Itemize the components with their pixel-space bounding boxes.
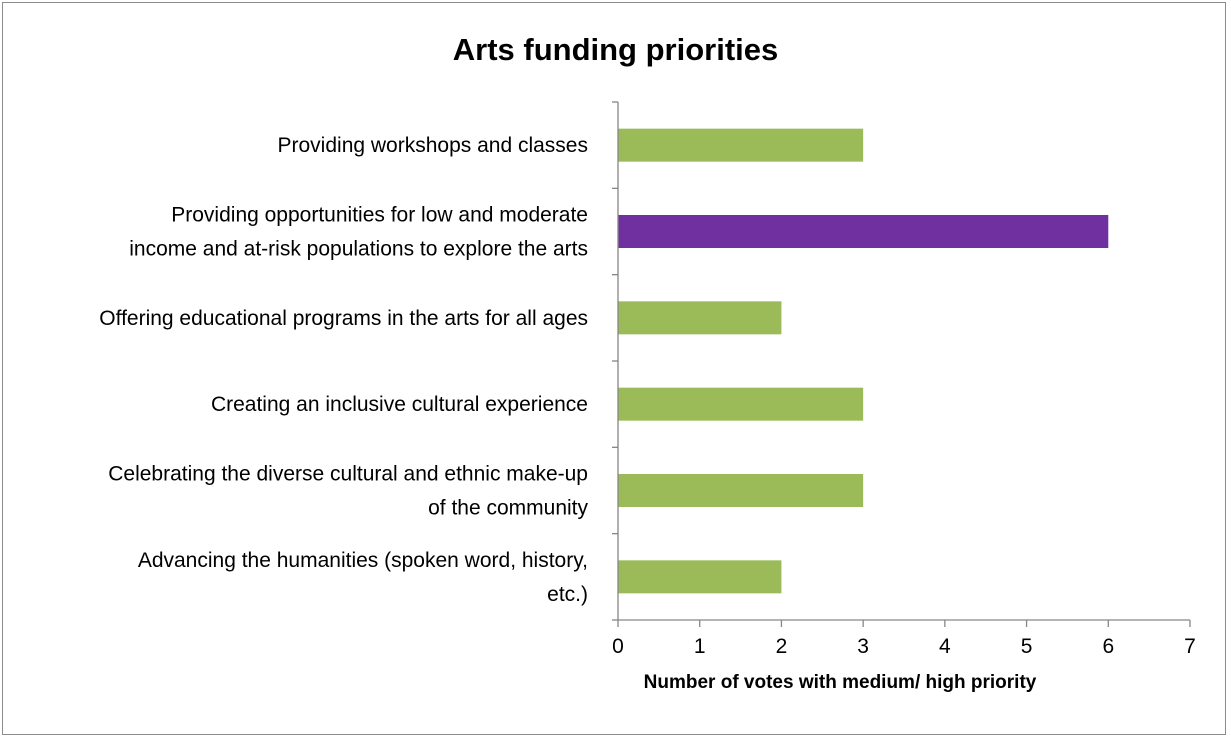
x-tick-labels: 0 1 2 3 4 5 6 7 (612, 635, 1196, 658)
x-tick-label-3: 3 (857, 635, 869, 658)
category-label-5-line-0: Advancing the humanities (spoken word, h… (138, 549, 588, 572)
category-label-1-line-1: income and at-risk populations to explor… (129, 238, 588, 261)
bar-1 (618, 215, 1109, 248)
bar-2 (618, 301, 782, 335)
bar-3 (618, 387, 864, 421)
x-tick-label-7: 7 (1184, 635, 1196, 658)
x-tick-label-0: 0 (612, 635, 624, 658)
category-label-4-line-1: of the community (428, 497, 588, 520)
x-axis-title: Number of votes with medium/ high priori… (644, 672, 1037, 693)
category-label-3-line-0: Creating an inclusive cultural experienc… (211, 393, 588, 416)
bar-5 (618, 560, 782, 594)
category-label-2-line-0: Offering educational programs in the art… (99, 307, 588, 330)
x-tick-label-4: 4 (939, 635, 951, 658)
x-tick-label-5: 5 (1021, 635, 1033, 658)
x-tick-label-2: 2 (776, 635, 788, 658)
bars-group (618, 128, 1109, 594)
x-tick-label-6: 6 (1102, 635, 1114, 658)
axes-group (612, 101, 1191, 627)
category-label-4-line-0: Celebrating the diverse cultural and eth… (108, 463, 588, 486)
bar-4 (618, 474, 864, 507)
category-label-0-line-0: Providing workshops and classes (278, 134, 589, 157)
category-labels: Providing workshops and classes Providing… (99, 134, 588, 606)
x-tick-label-1: 1 (694, 635, 706, 658)
category-label-1-line-0: Providing opportunities for low and mode… (171, 204, 588, 227)
category-label-5-line-1: etc.) (547, 583, 588, 606)
chart-title: Arts funding priorities (452, 32, 779, 67)
bar-0 (618, 128, 864, 162)
